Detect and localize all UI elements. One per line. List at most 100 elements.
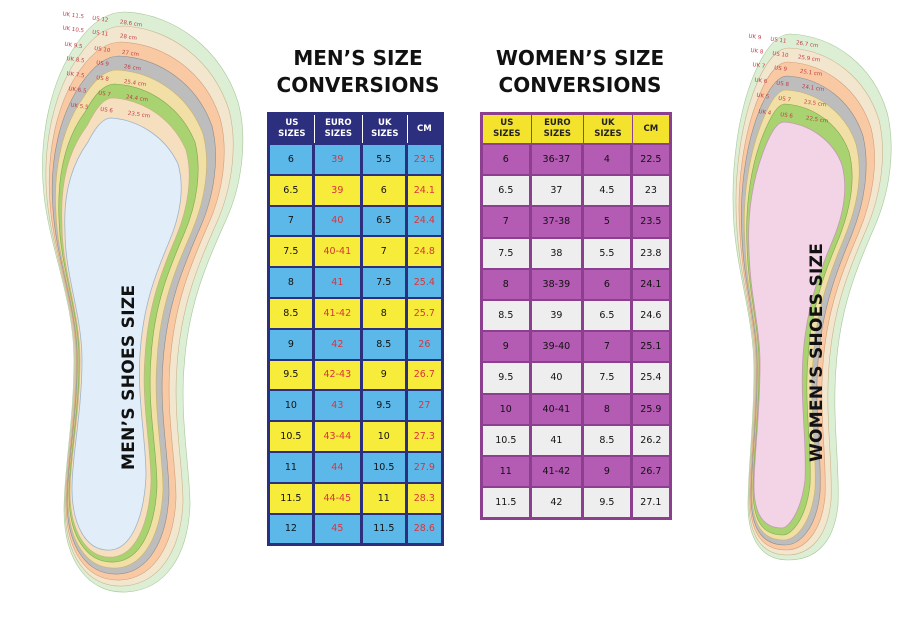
cell-us: 9.5 — [270, 358, 315, 390]
women-label-cm: 22.5 cm — [805, 116, 828, 125]
table-row: 8.5 39 6.5 24.6 — [483, 298, 669, 331]
men-shoes-size-title: MEN’S SHOES SIZE — [119, 285, 139, 470]
men-label-us: US 8 — [96, 75, 110, 83]
cell-uk: 7 — [362, 235, 408, 267]
header-uk: UK SIZES — [584, 115, 633, 143]
women-size-table: US SIZES EURO SIZES UK SIZES CM 6 36-37 4 22.5… — [480, 112, 672, 521]
cell-euro: 41-42 — [314, 296, 363, 328]
header-cm: CM — [632, 115, 669, 143]
cell-uk: 7 — [584, 330, 633, 362]
cell-cm: 27.3 — [407, 420, 441, 451]
cell-cm: 23.8 — [632, 236, 669, 268]
table-header-row: US SIZES EURO SIZES UK SIZES CM — [270, 115, 441, 143]
cell-cm: 22.5 — [632, 143, 669, 175]
table-row: 6.5 37 4.5 23 — [483, 174, 669, 206]
men-label-us: US 9 — [96, 60, 110, 68]
men-label-cm: 28.6 cm — [119, 20, 142, 29]
header-euro: EURO SIZES — [314, 115, 363, 143]
cell-uk: 7.5 — [584, 361, 633, 393]
cell-uk: 8.5 — [584, 423, 633, 455]
men-label-uk: UK 7.5 — [66, 71, 85, 80]
women-insole-labels: UK 9 US 11 26.7 cm UK 8 US 10 25.9 cm UK 7 US… — [748, 34, 828, 125]
cell-cm: 28.6 — [407, 512, 441, 544]
cell-euro: 40-41 — [531, 392, 585, 424]
cell-us: 6 — [483, 143, 532, 175]
men-label-us: US 11 — [92, 30, 109, 38]
men-label-us: US 10 — [94, 46, 111, 54]
men-label-uk: UK 11.5 — [62, 11, 85, 20]
table-row: 8.5 41-42 8 25.7 — [270, 296, 441, 328]
cell-us: 10 — [270, 389, 315, 421]
women-label-uk: UK 4 — [758, 109, 772, 117]
cell-cm: 26.2 — [632, 423, 669, 455]
cell-euro: 40 — [531, 361, 585, 393]
cell-uk: 5.5 — [584, 236, 633, 268]
cell-euro: 45 — [314, 512, 363, 544]
header-line: SIZES — [324, 129, 353, 139]
table-row: 6 36-37 4 22.5 — [483, 143, 669, 175]
cell-euro: 44 — [314, 450, 363, 482]
cell-cm: 25.9 — [632, 392, 669, 424]
cell-cm: 23.5 — [407, 143, 441, 174]
cell-us: 11 — [483, 454, 532, 487]
cell-uk: 6.5 — [584, 298, 633, 331]
cell-us: 7.5 — [483, 236, 532, 268]
table-row: 7 37-38 5 23.5 — [483, 205, 669, 237]
header-uk: UK SIZES — [362, 115, 408, 143]
women-label-us: US 8 — [776, 80, 790, 88]
header-line: US — [285, 118, 299, 128]
cell-cm: 25.4 — [407, 266, 441, 297]
cell-us: 11.5 — [270, 481, 315, 513]
women-label-us: US 10 — [772, 51, 789, 59]
header-line: US — [500, 118, 514, 128]
cell-uk: 6.5 — [362, 204, 408, 236]
women-label-us: US 11 — [770, 37, 787, 45]
cell-cm: 24.6 — [632, 298, 669, 331]
women-label-cm: 26.7 cm — [796, 40, 819, 49]
header-us: US SIZES — [270, 115, 315, 143]
cell-uk: 9 — [362, 358, 408, 390]
cell-euro: 41 — [314, 266, 363, 297]
cell-euro: 37-38 — [531, 205, 585, 237]
cell-uk: 5 — [584, 205, 633, 237]
men-label-uk: UK 8.5 — [66, 56, 85, 65]
cell-uk: 9 — [584, 454, 633, 487]
cell-euro: 38-39 — [531, 267, 585, 299]
cell-us: 10.5 — [483, 423, 532, 455]
cell-euro: 41-42 — [531, 454, 585, 487]
cell-us: 10 — [483, 392, 532, 424]
cell-uk: 5.5 — [362, 143, 408, 174]
men-label-us: US 12 — [92, 16, 109, 24]
men-label-cm: 26 cm — [123, 64, 141, 72]
cell-uk: 8 — [362, 296, 408, 328]
men-insole-stack — [42, 11, 244, 593]
cell-us: 8 — [270, 266, 315, 297]
women-insole-base — [748, 121, 846, 529]
cell-uk: 6 — [362, 173, 408, 205]
table-row: 9 39-40 7 25.1 — [483, 330, 669, 362]
women-label-us: US 9 — [774, 65, 788, 73]
cell-cm: 26.7 — [407, 358, 441, 390]
women-insole-stack — [732, 33, 892, 561]
cell-cm: 26 — [407, 327, 441, 359]
table-row: 8 41 7.5 25.4 — [270, 266, 441, 297]
cell-uk: 4.5 — [584, 174, 633, 206]
cell-us: 8.5 — [483, 298, 532, 331]
header-line: EURO — [544, 118, 571, 128]
cell-euro: 41 — [531, 423, 585, 455]
cell-uk: 10 — [362, 420, 408, 451]
table-row: 9.5 42-43 9 26.7 — [270, 358, 441, 390]
table-row: 10.5 43-44 10 27.3 — [270, 420, 441, 451]
cell-cm: 24.4 — [407, 204, 441, 236]
men-insole-labels: UK 11.5 US 12 28.6 cm UK 10.5 US 11 28 cm UK… — [62, 11, 150, 119]
women-label-cm: 23.5 cm — [803, 99, 826, 108]
cell-us: 8 — [483, 267, 532, 299]
men-label-us: US 7 — [98, 90, 112, 98]
header-line: SIZES — [278, 129, 306, 139]
cell-uk: 6 — [584, 267, 633, 299]
table-row: 7 40 6.5 24.4 — [270, 204, 441, 236]
cell-us: 11.5 — [483, 486, 532, 518]
table-header-row: US SIZES EURO SIZES UK SIZES CM — [483, 115, 669, 143]
men-title-line2: CONVERSIONS — [276, 73, 440, 97]
table-row: 10.5 41 8.5 26.2 — [483, 423, 669, 455]
